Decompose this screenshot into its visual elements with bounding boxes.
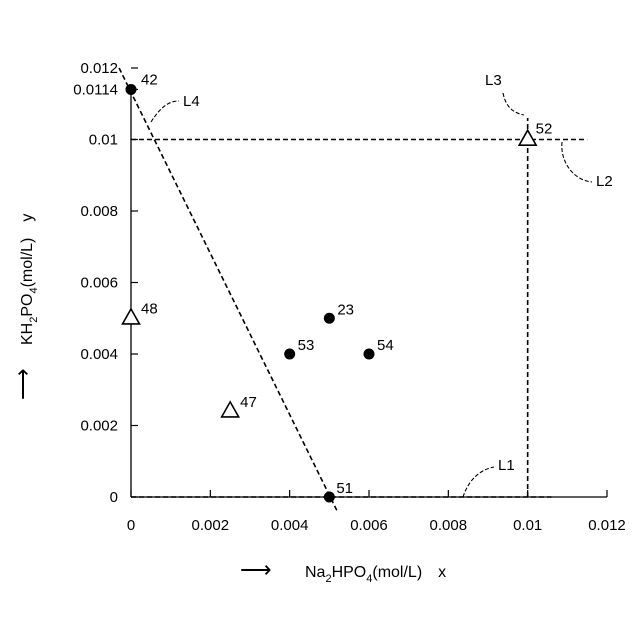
line-label-l4: L4 [183,93,200,110]
y-tick-label: 0.0114 [73,81,118,98]
point-52-label: 52 [536,121,553,138]
y-axis-arrow: ⟶ [10,368,35,400]
point-47-marker [222,402,239,417]
callout-leader-l1 [463,467,494,497]
point-54-label: 54 [377,337,394,354]
y-tick-label: 0.002 [80,418,118,435]
point-54-marker [364,349,375,360]
x-tick-label: 0.01 [513,517,542,534]
data-points: 42 52 48 23 53 54 47 51 [123,71,553,502]
x-tick-label: 0.012 [588,517,626,534]
point-51-marker [324,492,335,503]
y-tick-label: 0.004 [80,346,118,363]
callout-leader-l4 [151,101,179,122]
x-tick-label: 0.006 [350,517,388,534]
x-tick-label: 0 [127,517,135,534]
y-axis-title: ⟶ KH2PO4(mol/L) y [10,214,40,400]
x-tick-label: 0.002 [192,517,230,534]
callout-leader-l3 [503,93,524,115]
y-tick-label: 0.012 [80,60,118,77]
line-label-l3: L3 [485,72,502,89]
y-tick-label: 0.006 [80,275,118,292]
axes [131,92,607,497]
line-label-l1: L1 [498,457,515,474]
y-tick-label: 0 [110,489,118,506]
x-axis-label: Na2HPO4(mol/L) x [305,564,446,585]
callout-leader-l2 [562,142,592,182]
x-tick-label: 0.008 [430,517,468,534]
x-tick-label: 0.004 [271,517,309,534]
point-42-label: 42 [141,71,158,88]
y-tick-label: 0.01 [89,132,118,149]
point-51-label: 51 [336,480,353,497]
line-label-l2: L2 [596,173,613,190]
y-axis-label: KH2PO4(mol/L) y [19,214,40,345]
reference-lines [119,68,587,511]
point-53-marker [284,349,295,360]
point-52-marker [519,130,536,145]
point-42-marker [126,84,137,95]
x-axis-title: ⟶ Na2HPO4(mol/L) x [240,557,446,585]
point-47-label: 47 [240,394,257,411]
point-23-label: 23 [337,301,354,318]
point-23-marker [324,313,335,324]
point-53-label: 53 [298,337,315,354]
y-tick-label: 0.008 [80,203,118,220]
point-48-marker [123,309,140,324]
point-48-label: 48 [141,300,158,317]
x-axis-arrow: ⟶ [240,557,272,582]
line-l4 [119,68,337,511]
